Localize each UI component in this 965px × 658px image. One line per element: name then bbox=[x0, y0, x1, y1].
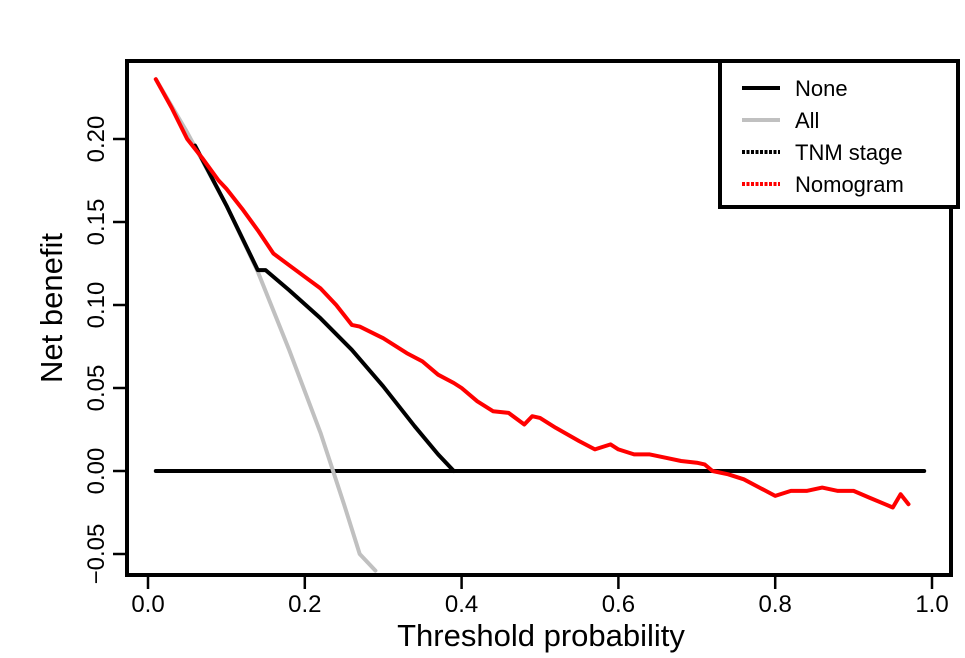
series-line-tnm-stage bbox=[193, 143, 456, 473]
legend-label-nomogram: Nomogram bbox=[795, 172, 904, 197]
x-tick-label-1: 0.2 bbox=[288, 591, 321, 618]
series-layer bbox=[153, 77, 927, 573]
legend-box bbox=[718, 59, 960, 209]
legend-label-all: All bbox=[795, 108, 819, 133]
y-tick-label-2: 0.05 bbox=[83, 365, 110, 412]
y-tick-label-0: −0.05 bbox=[83, 524, 110, 585]
y-axis-title: Net benefit bbox=[34, 233, 69, 383]
y-tick-label-3: 0.10 bbox=[83, 282, 110, 329]
plot-frame bbox=[125, 59, 953, 577]
x-tick-label-0: 0.0 bbox=[131, 591, 164, 618]
legend-label-tnm-stage: TNM stage bbox=[795, 140, 903, 165]
x-axis-title: Threshold probability bbox=[397, 618, 685, 653]
series-line-all bbox=[153, 77, 378, 573]
x-tick-label-3: 0.6 bbox=[602, 591, 635, 618]
x-tick-label-5: 1.0 bbox=[915, 591, 948, 618]
legend: None All TNM stage Nomogram bbox=[718, 59, 960, 209]
y-tick-label-1: 0.00 bbox=[83, 448, 110, 495]
y-axis: −0.05 0.00 0.05 0.10 0.15 0.20 bbox=[83, 116, 127, 585]
series-line-nomogram bbox=[153, 77, 911, 510]
x-axis: 0.0 0.2 0.4 0.6 0.8 1.0 bbox=[131, 575, 949, 618]
legend-label-none: None bbox=[795, 76, 848, 101]
x-tick-label-4: 0.8 bbox=[759, 591, 792, 618]
y-tick-label-5: 0.20 bbox=[83, 116, 110, 163]
y-tick-label-4: 0.15 bbox=[83, 199, 110, 246]
x-tick-label-2: 0.4 bbox=[445, 591, 478, 618]
